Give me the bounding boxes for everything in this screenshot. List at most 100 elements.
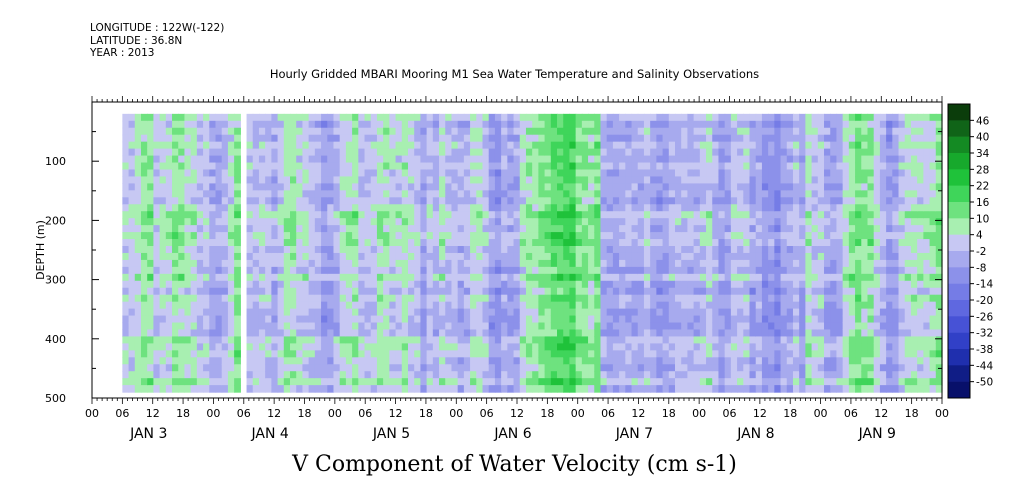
heatmap-cell bbox=[538, 357, 546, 365]
heatmap-cell bbox=[855, 211, 862, 219]
heatmap-cell bbox=[768, 162, 775, 171]
heatmap-cell bbox=[830, 225, 838, 233]
heatmap-cell bbox=[799, 239, 806, 247]
heatmap-cell bbox=[637, 378, 645, 386]
heatmap-cell bbox=[724, 273, 732, 282]
heatmap-cell bbox=[755, 127, 763, 136]
heatmap-cell bbox=[606, 176, 614, 184]
heatmap-cell bbox=[153, 176, 161, 184]
heatmap-cell bbox=[879, 204, 887, 212]
heatmap-cell bbox=[482, 204, 490, 212]
heatmap-cell bbox=[612, 190, 620, 198]
heatmap-cell bbox=[290, 127, 297, 136]
heatmap-cell bbox=[824, 232, 831, 240]
heatmap-cell bbox=[532, 336, 539, 344]
heatmap-cell bbox=[463, 336, 471, 344]
heatmap-cell bbox=[258, 113, 266, 122]
heatmap-cell bbox=[370, 169, 378, 178]
heatmap-cell bbox=[321, 336, 328, 344]
heatmap-cell bbox=[482, 371, 490, 379]
heatmap-cell bbox=[588, 252, 595, 261]
heatmap-cell bbox=[488, 287, 496, 296]
heatmap-cell bbox=[308, 239, 316, 247]
heatmap-cell bbox=[637, 280, 645, 289]
heatmap-cell bbox=[625, 252, 633, 261]
heatmap-cell bbox=[389, 113, 397, 122]
heatmap-cell bbox=[215, 246, 223, 254]
heatmap-cell bbox=[196, 343, 204, 351]
heatmap-cell bbox=[588, 294, 595, 303]
heatmap-cell bbox=[314, 169, 322, 178]
heatmap-cell bbox=[513, 378, 521, 386]
heatmap-cell bbox=[730, 357, 738, 365]
heatmap-cell bbox=[662, 113, 670, 122]
heatmap-cell bbox=[724, 266, 732, 275]
heatmap-cell bbox=[855, 113, 862, 122]
heatmap-cell bbox=[457, 266, 465, 275]
heatmap-cell bbox=[172, 385, 179, 393]
heatmap-cell bbox=[122, 336, 130, 344]
heatmap-cell bbox=[134, 280, 142, 289]
heatmap-cell bbox=[209, 329, 217, 338]
heatmap-cell bbox=[283, 329, 291, 338]
heatmap-cell bbox=[432, 301, 440, 310]
heatmap-cell bbox=[600, 364, 608, 372]
heatmap-cell bbox=[768, 252, 775, 261]
heatmap-cell bbox=[376, 127, 384, 136]
heatmap-cell bbox=[122, 343, 130, 351]
heatmap-cell bbox=[588, 329, 595, 338]
heatmap-cell bbox=[755, 225, 763, 233]
heatmap-cell bbox=[855, 162, 862, 171]
heatmap-cell bbox=[308, 127, 316, 136]
heatmap-cell bbox=[122, 364, 130, 372]
heatmap-cell bbox=[327, 287, 335, 296]
heatmap-cell bbox=[761, 378, 769, 386]
heatmap-cell bbox=[327, 169, 335, 178]
heatmap-cell bbox=[544, 169, 552, 178]
heatmap-cell bbox=[302, 169, 310, 178]
heatmap-cell bbox=[321, 308, 328, 317]
heatmap-cell bbox=[848, 134, 856, 143]
heatmap-cell bbox=[128, 371, 136, 379]
heatmap-cell bbox=[575, 148, 583, 157]
heatmap-cell bbox=[749, 385, 757, 393]
heatmap-cell bbox=[470, 364, 477, 372]
heatmap-cell bbox=[817, 197, 825, 205]
heatmap-cell bbox=[488, 148, 496, 157]
heatmap-cell bbox=[134, 371, 142, 379]
heatmap-cell bbox=[302, 315, 310, 324]
heatmap-cell bbox=[712, 155, 720, 164]
heatmap-cell bbox=[743, 385, 751, 393]
heatmap-cell bbox=[290, 273, 297, 282]
heatmap-cell bbox=[619, 141, 626, 150]
heatmap-cell bbox=[712, 120, 720, 129]
heatmap-cell bbox=[594, 148, 602, 157]
heatmap-cell bbox=[258, 176, 266, 184]
heatmap-cell bbox=[172, 120, 179, 129]
heatmap-cell bbox=[153, 378, 161, 386]
heatmap-cell bbox=[476, 218, 484, 226]
heatmap-cell bbox=[165, 315, 173, 324]
heatmap-cell bbox=[302, 266, 310, 275]
heatmap-cell bbox=[743, 343, 751, 351]
heatmap-cell bbox=[532, 294, 539, 303]
heatmap-cell bbox=[345, 211, 353, 219]
heatmap-cell bbox=[352, 273, 359, 282]
heatmap-cell bbox=[246, 120, 254, 129]
heatmap-cell bbox=[656, 378, 664, 386]
heatmap-cell bbox=[724, 155, 732, 164]
heatmap-cell bbox=[358, 301, 366, 310]
heatmap-cell bbox=[370, 141, 378, 150]
heatmap-cell bbox=[625, 225, 633, 233]
heatmap-cell bbox=[693, 211, 701, 219]
heatmap-cell bbox=[786, 239, 794, 247]
heatmap-cell bbox=[699, 211, 707, 219]
heatmap-cell bbox=[588, 350, 595, 358]
heatmap-cell bbox=[370, 218, 378, 226]
heatmap-cell bbox=[730, 385, 738, 393]
heatmap-cell bbox=[848, 162, 856, 171]
heatmap-cell bbox=[401, 315, 409, 324]
heatmap-cell bbox=[184, 301, 192, 310]
heatmap-cell bbox=[426, 239, 434, 247]
heatmap-cell bbox=[600, 315, 608, 324]
